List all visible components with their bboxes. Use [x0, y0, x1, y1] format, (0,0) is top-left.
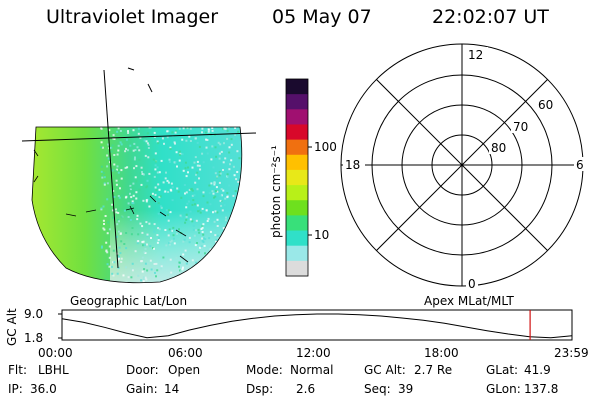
colorbar-segment [286, 215, 308, 232]
xtick-1200: 12:00 [296, 346, 331, 360]
colorbar-segment [286, 230, 308, 247]
colorbar-tick-10: 10 [314, 228, 329, 242]
mlat-label-80: 80 [491, 141, 506, 155]
glon-value: 137.8 [524, 382, 559, 396]
alt-ytick-bottom: 1.8 [24, 331, 43, 345]
gcalt-label: GC Alt: [364, 363, 406, 377]
colorbar-tick-100: 100 [314, 140, 337, 154]
xtick-0000: 00:00 [38, 346, 73, 360]
date-label: 05 May 07 [272, 6, 372, 28]
geographic-image [21, 67, 257, 284]
polar-panel-label: Apex MLat/MLT [424, 294, 514, 308]
alt-ylabel: GC Alt [5, 308, 19, 346]
ip-label: IP: [8, 382, 23, 396]
colorbar-segment [286, 260, 308, 277]
mlat-label-70: 70 [513, 120, 528, 134]
mode-label: Mode: [246, 363, 283, 377]
colorbar-segment [286, 245, 308, 262]
mode-value: Normal [290, 363, 334, 377]
xtick-2359: 23:59 [554, 346, 589, 360]
mlt-label-18: 18 [345, 158, 360, 172]
door-value: Open [168, 363, 201, 377]
alt-ytick-top: 9.0 [24, 307, 43, 321]
xtick-1800: 18:00 [424, 346, 459, 360]
colorbar-unit-label: photon cm⁻²s⁻¹ [269, 145, 283, 238]
filter-label: Flt: [8, 363, 27, 377]
seq-label: Seq: [364, 382, 391, 396]
altitude-curve [61, 313, 573, 339]
colorbar-segment [286, 79, 308, 95]
gcalt-value: 2.7 Re [414, 363, 453, 377]
time-label: 22:02:07 UT [432, 6, 549, 28]
filter-value: LBHL [38, 363, 69, 377]
glat-label: GLat: [486, 363, 519, 377]
colorbar-segment [286, 169, 308, 186]
colorbar-segment [286, 200, 308, 216]
mlat-label-60: 60 [538, 98, 553, 112]
gain-label: Gain: [126, 382, 158, 396]
instrument-title: Ultraviolet Imager [46, 6, 219, 28]
geo-panel-label: Geographic Lat/Lon [70, 294, 187, 308]
colorbar-segment [286, 94, 308, 110]
mlt-label-6: 6 [576, 158, 584, 172]
glon-label: GLon: [486, 382, 521, 396]
door-label: Door: [126, 363, 159, 377]
altitude-plot: 9.0 1.8 GC Alt 00:00 06:00 12:00 18:00 2… [5, 307, 589, 360]
dsp-label: Dsp: [246, 382, 274, 396]
dsp-value: 2.6 [296, 382, 316, 396]
colorbar-segment [286, 154, 308, 171]
glat-value: 41.9 [524, 363, 551, 377]
mlt-label-12: 12 [468, 48, 483, 62]
xtick-0600: 06:00 [168, 346, 203, 360]
colorbar-segment [286, 139, 308, 156]
polar-grid [340, 43, 584, 287]
colorbar-segment [286, 109, 308, 126]
colorbar: 100 10 photon cm⁻²s⁻¹ [269, 78, 337, 277]
colorbar-segment [286, 185, 308, 201]
ip-value: 36.0 [30, 382, 57, 396]
colorbar-segment [286, 124, 308, 141]
gain-value: 14 [164, 382, 180, 396]
seq-value: 39 [398, 382, 414, 396]
mlt-label-0: 0 [468, 277, 476, 291]
